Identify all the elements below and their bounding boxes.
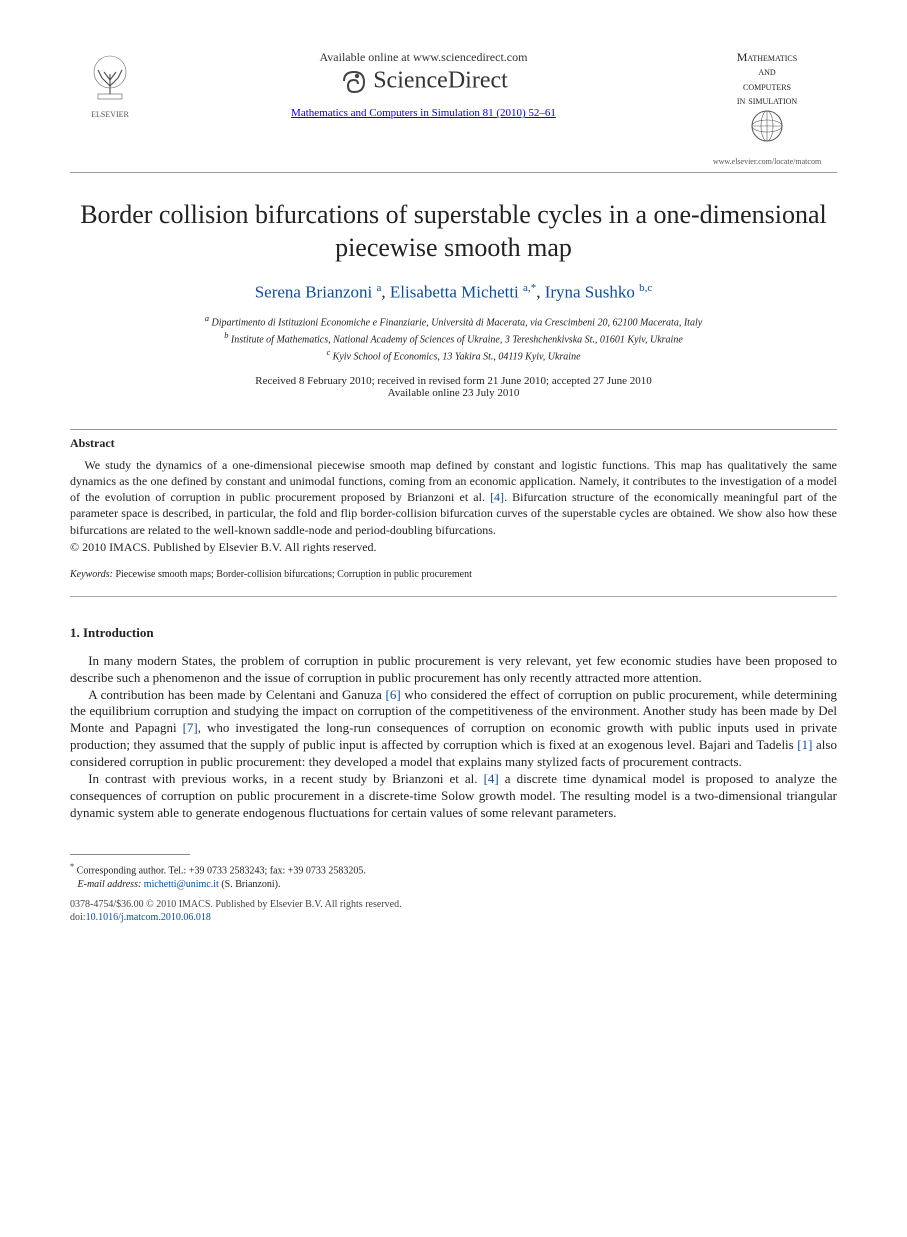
email-label: E-mail address: xyxy=(78,879,142,890)
journal-title-4: in simulation xyxy=(697,93,837,107)
author-2[interactable]: Elisabetta Michetti xyxy=(390,283,519,302)
doi-line: doi:10.1016/j.matcom.2010.06.018 xyxy=(70,911,837,924)
asterisk-icon: * xyxy=(70,862,74,871)
top-rule xyxy=(70,172,837,173)
dates-online: Available online 23 July 2010 xyxy=(70,387,837,399)
journal-cover-block: Mathematics and computers in simulation … xyxy=(697,50,837,166)
keywords-rule xyxy=(70,596,837,597)
journal-url: www.elsevier.com/locate/matcom xyxy=(697,157,837,167)
section-1-title: 1. Introduction xyxy=(70,625,837,641)
intro-p3: In contrast with previous works, in a re… xyxy=(70,771,837,822)
header-row: ELSEVIER Available online at www.science… xyxy=(70,50,837,166)
sd-text: ScienceDirect xyxy=(373,68,508,94)
affil-b-text: Institute of Mathematics, National Acade… xyxy=(231,334,683,345)
p2a: A contribution has been made by Celentan… xyxy=(88,687,385,702)
globe-icon xyxy=(697,108,837,151)
citation-line: Mathematics and Computers in Simulation … xyxy=(150,107,697,119)
intro-p1: In many modern States, the problem of co… xyxy=(70,653,837,687)
abstract-copyright: © 2010 IMACS. Published by Elsevier B.V.… xyxy=(70,540,837,555)
keywords-label: Keywords: xyxy=(70,569,113,580)
affil-c-text: Kyiv School of Economics, 13 Yakira St.,… xyxy=(333,352,581,363)
ref-6[interactable]: [6] xyxy=(386,687,401,702)
email-paren: (S. Brianzoni). xyxy=(221,879,280,890)
ref-7[interactable]: [7] xyxy=(183,720,198,735)
header-center: Available online at www.sciencedirect.co… xyxy=(150,50,697,119)
sd-swirl-icon xyxy=(339,67,369,97)
keywords-text: Piecewise smooth maps; Border-collision … xyxy=(115,569,471,580)
affiliation-c: c Kyiv School of Economics, 13 Yakira St… xyxy=(70,347,837,364)
publisher-logo-block: ELSEVIER xyxy=(70,50,150,119)
affil-a-text: Dipartimento di Istituzioni Economiche e… xyxy=(212,317,703,328)
page: ELSEVIER Available online at www.science… xyxy=(0,0,907,964)
available-online-text: Available online at www.sciencedirect.co… xyxy=(150,50,697,65)
doi-label: doi: xyxy=(70,912,86,923)
doi-link[interactable]: 10.1016/j.matcom.2010.06.018 xyxy=(86,912,211,923)
publisher-name: ELSEVIER xyxy=(70,110,150,119)
abstract-paragraph: We study the dynamics of a one-dimension… xyxy=(70,457,837,538)
dates-received: Received 8 February 2010; received in re… xyxy=(70,375,837,387)
citation-link[interactable]: Mathematics and Computers in Simulation … xyxy=(291,107,556,119)
corresponding-email[interactable]: michetti@unimc.it xyxy=(144,879,219,890)
abstract-heading: Abstract xyxy=(70,436,837,451)
abstract-top-rule xyxy=(70,429,837,430)
journal-title-3: computers xyxy=(697,79,837,93)
footer: 0378-4754/$36.00 © 2010 IMACS. Published… xyxy=(70,898,837,924)
abstract-ref-4[interactable]: [4] xyxy=(490,490,504,504)
affiliations: a Dipartimento di Istituzioni Economiche… xyxy=(70,313,837,365)
author-3[interactable]: Iryna Sushko xyxy=(545,283,635,302)
author-3-affil[interactable]: b,c xyxy=(639,282,652,294)
affiliation-b: b Institute of Mathematics, National Aca… xyxy=(70,330,837,347)
footnote-rule xyxy=(70,854,190,855)
p3a: In contrast with previous works, in a re… xyxy=(88,771,483,786)
affiliation-a: a Dipartimento di Istituzioni Economiche… xyxy=(70,313,837,330)
author-1-affil[interactable]: a xyxy=(377,282,382,294)
elsevier-tree-icon xyxy=(70,50,150,110)
authors-line: Serena Brianzoni a, Elisabetta Michetti … xyxy=(70,282,837,303)
corresponding-author: * Corresponding author. Tel.: +39 0733 2… xyxy=(70,861,837,878)
footer-copyright: 0378-4754/$36.00 © 2010 IMACS. Published… xyxy=(70,898,837,911)
body-text: In many modern States, the problem of co… xyxy=(70,653,837,822)
intro-p2: A contribution has been made by Celentan… xyxy=(70,687,837,771)
ref-4[interactable]: [4] xyxy=(484,771,499,786)
email-line: E-mail address: michetti@unimc.it (S. Br… xyxy=(70,878,837,892)
ref-1[interactable]: [1] xyxy=(797,737,812,752)
sciencedirect-logo: ScienceDirect xyxy=(150,67,697,97)
corr-text: Corresponding author. Tel.: +39 0733 258… xyxy=(77,865,366,876)
footnotes: * Corresponding author. Tel.: +39 0733 2… xyxy=(70,861,837,892)
keywords-line: Keywords: Piecewise smooth maps; Border-… xyxy=(70,569,837,580)
author-2-corr[interactable]: * xyxy=(531,282,537,294)
abstract-body: We study the dynamics of a one-dimension… xyxy=(70,457,837,538)
article-title: Border collision bifurcations of superst… xyxy=(70,199,837,264)
author-1[interactable]: Serena Brianzoni xyxy=(255,283,373,302)
article-dates: Received 8 February 2010; received in re… xyxy=(70,375,837,399)
author-2-affil[interactable]: a, xyxy=(523,282,531,294)
journal-title-2: and xyxy=(697,64,837,78)
journal-title-1: Mathematics xyxy=(697,50,837,64)
